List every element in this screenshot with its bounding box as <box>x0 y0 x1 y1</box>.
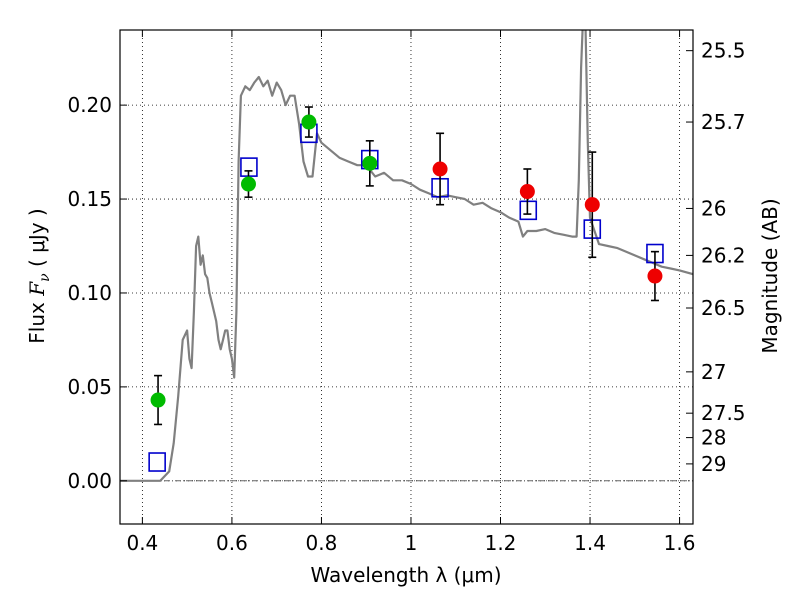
y2-tick-label: 27 <box>701 360 726 384</box>
y-axis-label: Flux Fν ( μJy ) <box>25 208 53 343</box>
y-tick-label: 0.20 <box>67 93 112 117</box>
y-axis-label-unit: ( μJy ) <box>25 208 49 273</box>
x-tick-label: 0.8 <box>306 531 338 555</box>
x-axis-ticks: 0.4 0.6 0.8 1 1.2 1.4 1.6 <box>126 30 695 555</box>
red-data-point <box>432 161 448 177</box>
x-tick-label: 1.2 <box>485 531 517 555</box>
y-tick-label: 0.15 <box>67 187 112 211</box>
model-flux-box <box>148 452 166 472</box>
red-data-point <box>647 268 663 284</box>
y2-tick-label: 26.5 <box>701 296 746 320</box>
red-data-point <box>519 184 535 200</box>
y2-tick-label: 27.5 <box>701 401 746 425</box>
y2-tick-label: 25.7 <box>701 110 746 134</box>
y2-axis-label: Magnitude (AB) <box>758 198 782 353</box>
y-tick-label: 0.10 <box>67 281 112 305</box>
y-axis-label-prefix: Flux <box>25 296 49 344</box>
plot-frame <box>119 29 694 525</box>
x-tick-label: 1 <box>405 531 418 555</box>
x-axis-label: Wavelength λ (μm) <box>310 563 501 587</box>
y-tick-label: 0.05 <box>67 375 112 399</box>
green-data-point <box>240 176 256 192</box>
green-data-point <box>150 392 166 408</box>
green-data-point <box>362 155 378 171</box>
y-axis-label-symbol: F <box>25 281 49 297</box>
model-flux-box <box>519 200 538 221</box>
model-spectrum-line <box>120 30 693 482</box>
y2-tick-label: 26 <box>701 196 726 220</box>
x-tick-label: 1.6 <box>664 531 696 555</box>
model-spectrum <box>120 30 693 482</box>
y2-tick-label: 28 <box>701 426 726 450</box>
x-tick-label: 1.4 <box>574 531 606 555</box>
y2-tick-label: 29 <box>701 452 726 476</box>
y-axis-label-sub: ν <box>37 273 53 282</box>
y-tick-label: 0.00 <box>67 469 112 493</box>
y-axis-ticks: 0.00 0.05 0.10 0.15 0.20 <box>67 93 127 493</box>
green-data-point <box>301 114 317 130</box>
x-tick-label: 0.4 <box>126 531 158 555</box>
data-points <box>148 106 664 472</box>
y2-tick-label: 26.2 <box>701 243 746 267</box>
red-data-point <box>584 197 600 213</box>
y2-tick-label: 25.5 <box>701 39 746 63</box>
x-tick-label: 0.6 <box>216 531 248 555</box>
